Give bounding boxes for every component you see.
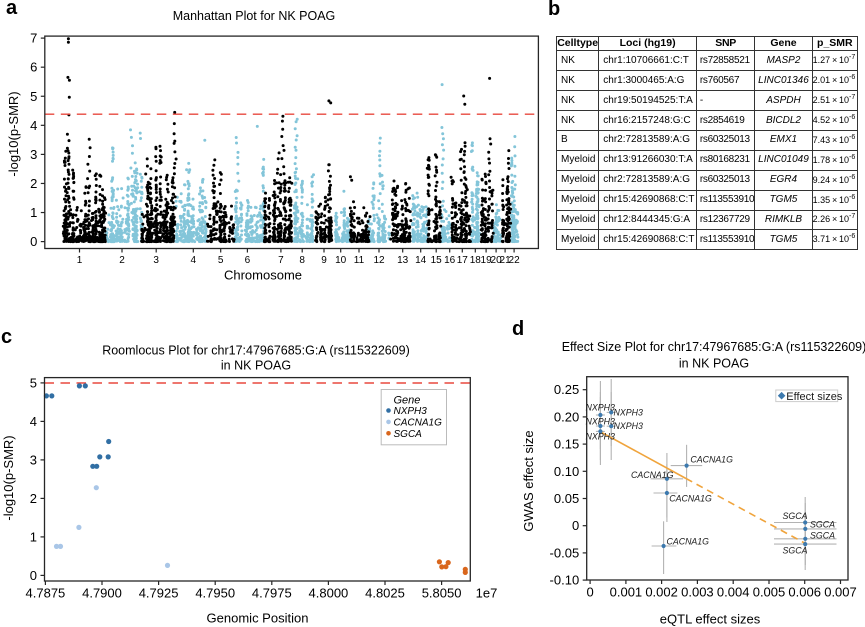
svg-text:3: 3 bbox=[153, 255, 159, 266]
svg-text:20: 20 bbox=[491, 255, 503, 266]
svg-text:NXPH3: NXPH3 bbox=[586, 403, 615, 413]
svg-text:in NK POAG: in NK POAG bbox=[679, 357, 749, 371]
svg-text:5.8050: 5.8050 bbox=[422, 586, 462, 601]
svg-text:Manhattan Plot for NK POAG: Manhattan Plot for NK POAG bbox=[173, 9, 336, 23]
svg-text:12: 12 bbox=[373, 255, 385, 266]
svg-text:4.8000: 4.8000 bbox=[309, 586, 349, 601]
svg-text:3: 3 bbox=[30, 147, 37, 162]
svg-text:8: 8 bbox=[299, 255, 305, 266]
svg-text:-0.05: -0.05 bbox=[550, 545, 580, 560]
svg-text:0.005: 0.005 bbox=[753, 585, 786, 600]
svg-text:0.007: 0.007 bbox=[824, 585, 857, 600]
svg-text:SGCA: SGCA bbox=[394, 429, 423, 440]
svg-text:15: 15 bbox=[431, 255, 443, 266]
svg-text:13: 13 bbox=[397, 255, 409, 266]
svg-text:6: 6 bbox=[30, 60, 37, 75]
svg-text:NXPH3: NXPH3 bbox=[614, 408, 643, 418]
svg-text:4: 4 bbox=[30, 414, 37, 429]
svg-text:-log10(p-SMR): -log10(p-SMR) bbox=[6, 91, 21, 176]
svg-text:5: 5 bbox=[30, 375, 37, 390]
svg-text:22: 22 bbox=[509, 255, 521, 266]
svg-text:-0.10: -0.10 bbox=[550, 573, 580, 588]
svg-text:CACNA1G: CACNA1G bbox=[667, 537, 710, 547]
svg-text:2: 2 bbox=[30, 491, 37, 506]
svg-text:CACNA1G: CACNA1G bbox=[394, 417, 443, 428]
svg-text:5: 5 bbox=[218, 255, 224, 266]
svg-text:Gene: Gene bbox=[394, 395, 421, 407]
svg-text:SGCA: SGCA bbox=[783, 545, 808, 555]
svg-text:1: 1 bbox=[30, 529, 37, 544]
svg-text:6: 6 bbox=[245, 255, 251, 266]
svg-text:CACNA1G: CACNA1G bbox=[631, 470, 674, 480]
svg-text:4.7875: 4.7875 bbox=[26, 586, 66, 601]
svg-text:1: 1 bbox=[30, 205, 37, 220]
svg-text:Roomlocus Plot for chr17:47967: Roomlocus Plot for chr17:47967685:G:A (r… bbox=[102, 344, 410, 358]
svg-text:4: 4 bbox=[30, 118, 37, 133]
svg-text:19: 19 bbox=[481, 255, 493, 266]
svg-text:NXPH3: NXPH3 bbox=[586, 417, 615, 427]
svg-text:-log10(p-SMR): -log10(p-SMR) bbox=[1, 435, 16, 520]
svg-text:SGCA: SGCA bbox=[783, 511, 808, 521]
svg-text:0.25: 0.25 bbox=[554, 382, 579, 397]
svg-text:0: 0 bbox=[30, 568, 37, 583]
svg-text:0.15: 0.15 bbox=[554, 437, 579, 452]
svg-text:SGCA: SGCA bbox=[810, 531, 835, 541]
svg-text:18: 18 bbox=[470, 255, 482, 266]
svg-text:21: 21 bbox=[500, 255, 512, 266]
svg-text:1e7: 1e7 bbox=[476, 586, 498, 601]
svg-text:0.006: 0.006 bbox=[788, 585, 821, 600]
svg-text:0: 0 bbox=[586, 585, 593, 600]
svg-text:0.003: 0.003 bbox=[681, 585, 714, 600]
svg-text:0.004: 0.004 bbox=[717, 585, 750, 600]
svg-text:Chromosome: Chromosome bbox=[224, 268, 302, 283]
svg-text:4.7925: 4.7925 bbox=[139, 586, 179, 601]
svg-text:9: 9 bbox=[321, 255, 327, 266]
svg-text:2: 2 bbox=[30, 176, 37, 191]
svg-text:10: 10 bbox=[335, 255, 347, 266]
svg-text:4.7975: 4.7975 bbox=[252, 586, 292, 601]
svg-text:CACNA1G: CACNA1G bbox=[669, 493, 712, 503]
svg-text:3: 3 bbox=[30, 452, 37, 467]
svg-text:14: 14 bbox=[415, 255, 427, 266]
svg-text:5: 5 bbox=[30, 89, 37, 104]
svg-text:0.002: 0.002 bbox=[645, 585, 678, 600]
svg-text:0.001: 0.001 bbox=[610, 585, 643, 600]
svg-text:0: 0 bbox=[30, 234, 37, 249]
svg-text:17: 17 bbox=[457, 255, 469, 266]
svg-text:NXPH3: NXPH3 bbox=[614, 421, 643, 431]
svg-text:4.7950: 4.7950 bbox=[195, 586, 235, 601]
svg-text:SGCA: SGCA bbox=[810, 520, 835, 530]
svg-text:NXPH3: NXPH3 bbox=[586, 432, 615, 442]
svg-text:0.10: 0.10 bbox=[554, 464, 579, 479]
svg-text:Genomic Position: Genomic Position bbox=[207, 611, 309, 626]
svg-text:0: 0 bbox=[572, 518, 579, 533]
svg-text:NXPH3: NXPH3 bbox=[394, 406, 428, 417]
svg-text:CACNA1G: CACNA1G bbox=[690, 454, 733, 464]
svg-text:4.7900: 4.7900 bbox=[82, 586, 122, 601]
svg-text:Effect sizes: Effect sizes bbox=[786, 391, 843, 403]
svg-text:0.05: 0.05 bbox=[554, 491, 579, 506]
svg-text:in NK POAG: in NK POAG bbox=[221, 359, 291, 373]
svg-text:11: 11 bbox=[354, 255, 365, 266]
svg-text:4.8025: 4.8025 bbox=[365, 586, 405, 601]
svg-text:2: 2 bbox=[119, 255, 125, 266]
svg-text:eQTL effect sizes: eQTL effect sizes bbox=[660, 612, 761, 627]
svg-text:1: 1 bbox=[77, 255, 83, 266]
svg-text:7: 7 bbox=[278, 255, 284, 266]
svg-text:0.20: 0.20 bbox=[554, 409, 579, 424]
svg-text:4: 4 bbox=[191, 255, 197, 266]
svg-text:7: 7 bbox=[30, 31, 37, 46]
svg-text:GWAS effect size: GWAS effect size bbox=[521, 430, 536, 531]
svg-text:16: 16 bbox=[444, 255, 456, 266]
svg-text:Effect Size Plot for chr17:479: Effect Size Plot for chr17:47967685:G:A … bbox=[562, 340, 865, 354]
